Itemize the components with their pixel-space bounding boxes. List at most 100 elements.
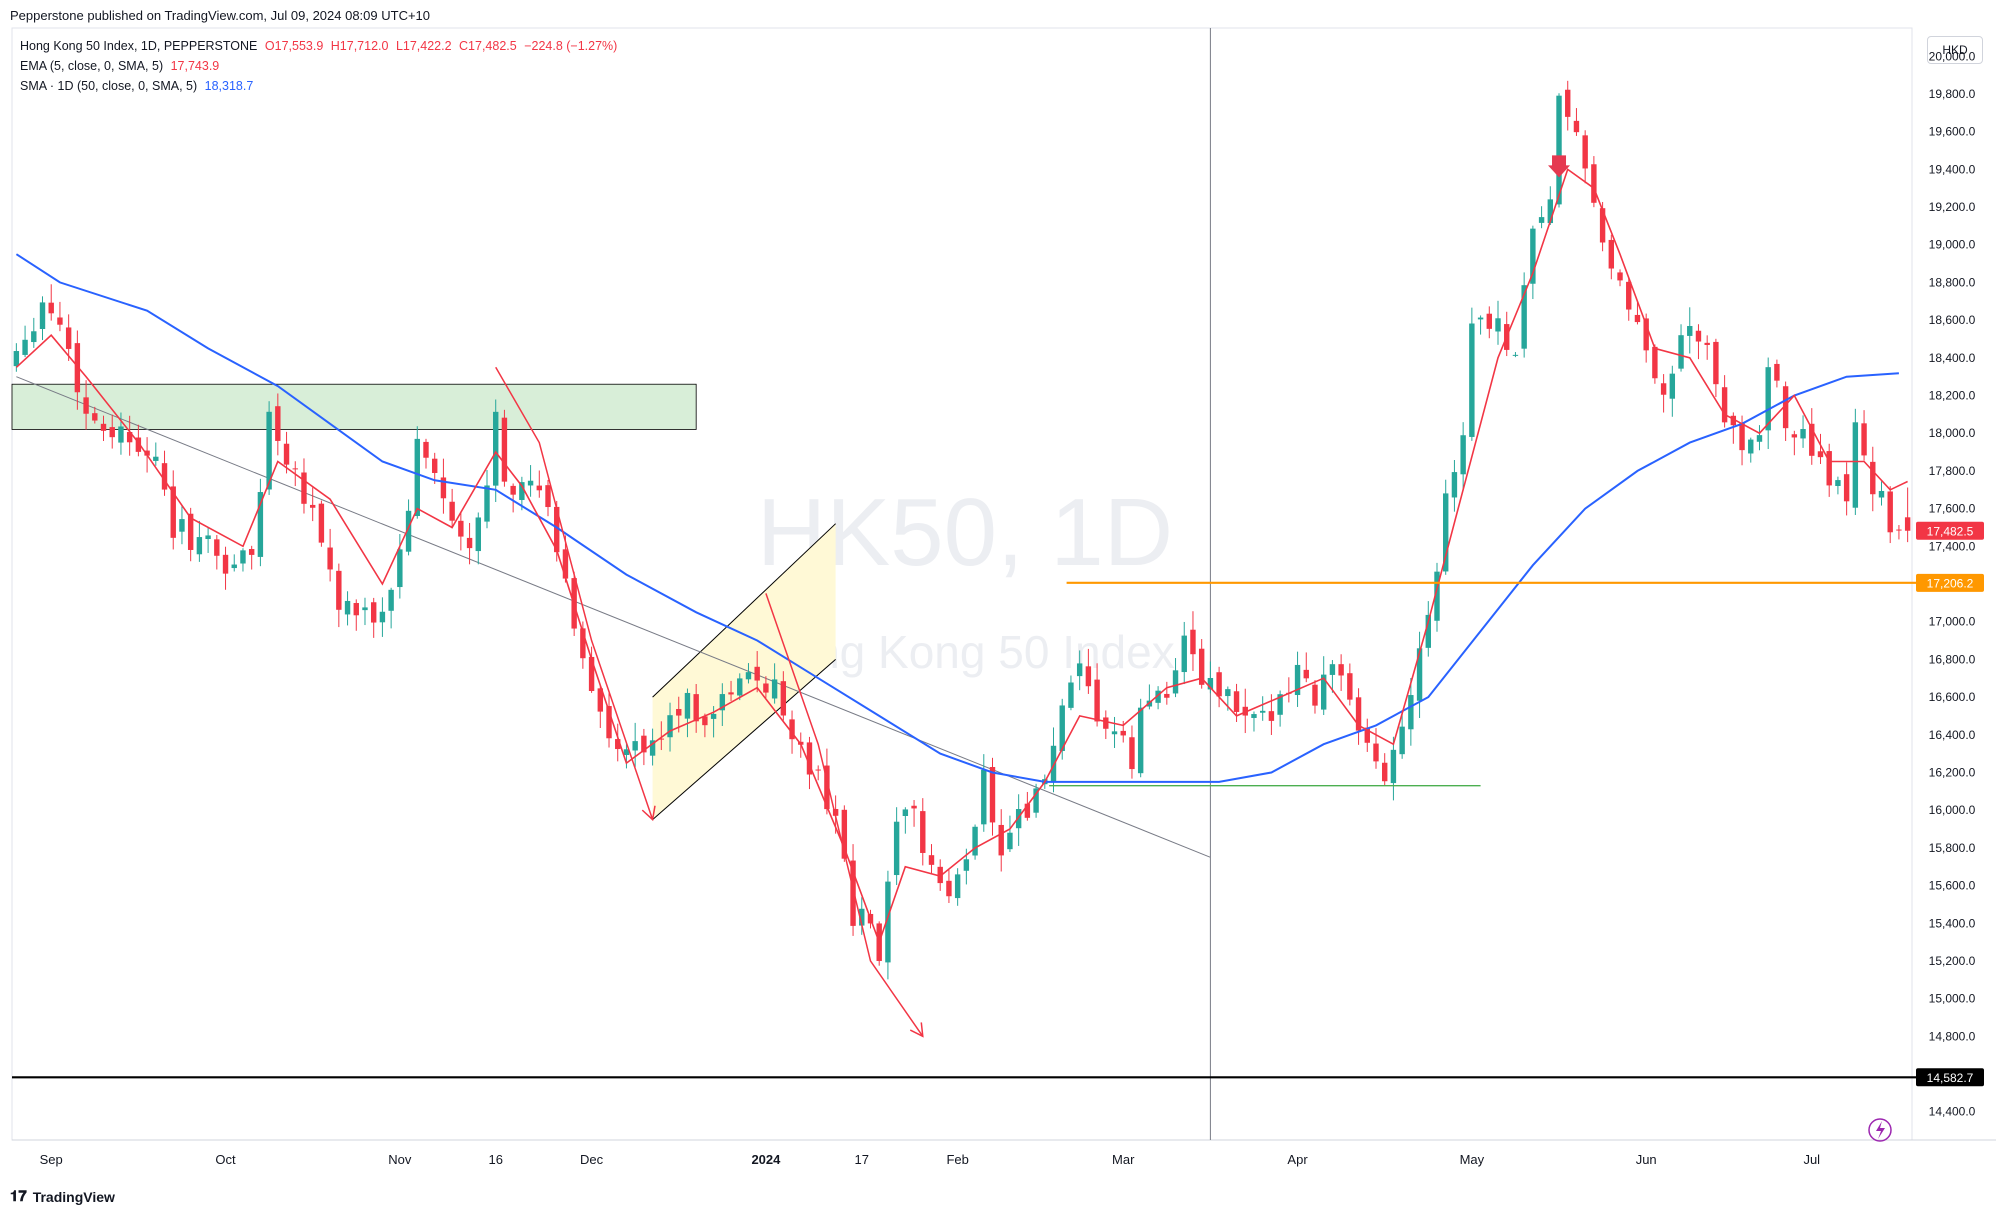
candle-body [998, 824, 1004, 856]
candle-body [432, 458, 438, 473]
lightning-icon [1868, 1118, 1892, 1142]
candle-body [937, 866, 943, 884]
candle-body [1399, 726, 1405, 755]
candle-body [1687, 326, 1693, 336]
candle-body [1477, 317, 1484, 320]
candle-body [1878, 490, 1885, 498]
ohlc-open: O17,553.9 [264, 39, 324, 53]
channel-upper-line [652, 523, 836, 698]
candle-body [1669, 373, 1676, 399]
candle-body [763, 683, 769, 693]
candle-body [1782, 386, 1789, 429]
candle-body [684, 692, 691, 719]
ema-value: 17,743.9 [170, 59, 220, 73]
candle-body [1739, 423, 1745, 451]
candle-body [1443, 493, 1449, 572]
ohlc-high: H17,712.0 [330, 39, 389, 53]
candle-body [100, 423, 107, 431]
candle-body [1015, 809, 1022, 829]
candle-body [1713, 341, 1719, 385]
ema-row[interactable]: EMA (5, close, 0, SMA, 5) 17,743.9 [20, 56, 617, 76]
candle-body [257, 492, 264, 557]
y-tick-label: 16,600.0 [1929, 690, 1976, 704]
x-tick-label: Jun [1636, 1152, 1657, 1167]
candle-body [13, 351, 20, 367]
y-tick-label: 19,800.0 [1929, 87, 1976, 101]
currency-button[interactable]: HKD [1927, 36, 1983, 64]
candle-body [414, 438, 420, 516]
candle-body [1312, 684, 1318, 706]
candle-body [1852, 422, 1859, 508]
y-tick-label: 18,000.0 [1929, 426, 1976, 440]
candle-body [824, 765, 830, 810]
candle-body [780, 681, 787, 716]
sma-row[interactable]: SMA · 1D (50, close, 0, SMA, 5) 18,318.7 [20, 76, 617, 96]
candle-body [214, 539, 220, 556]
candle-body [318, 503, 325, 543]
symbol-row: Hong Kong 50 Index, 1D, PEPPERSTONE O17,… [20, 36, 617, 56]
candle-body [1730, 415, 1737, 426]
chart-legend: Hong Kong 50 Index, 1D, PEPPERSTONE O17,… [20, 36, 617, 96]
candle-body [1320, 674, 1327, 710]
candle-body [231, 564, 237, 569]
candle-body [911, 805, 917, 809]
arrow-path [495, 366, 654, 820]
y-tick-label: 15,200.0 [1929, 954, 1976, 968]
candle-body [344, 600, 351, 615]
candle-body [972, 826, 978, 856]
y-tick-label: 17,800.0 [1929, 464, 1976, 478]
candle-body [1617, 272, 1623, 281]
x-tick-label: Feb [946, 1152, 968, 1167]
y-tick-label: 17,000.0 [1929, 615, 1976, 629]
candle-body [1591, 164, 1597, 203]
candle-body [440, 477, 447, 499]
candle-body [710, 713, 717, 719]
candle-body [501, 417, 508, 482]
candle-body [1233, 691, 1240, 712]
candle-body [1530, 228, 1536, 284]
price-label-box [1916, 1068, 1984, 1087]
candle-body [954, 874, 961, 899]
candle-body [754, 666, 760, 681]
x-tick-label: Dec [580, 1152, 604, 1167]
candle-body [1007, 832, 1013, 850]
candle-body [161, 463, 168, 490]
y-tick-label: 15,000.0 [1929, 992, 1976, 1006]
candle-body [1216, 672, 1222, 697]
candle-body [632, 741, 638, 751]
candle-body [1329, 664, 1336, 675]
candle-body [362, 607, 368, 611]
candle-body [1434, 571, 1440, 621]
arrow-head [909, 1022, 924, 1038]
candle-body [806, 742, 813, 775]
x-tick-label: Oct [215, 1152, 236, 1167]
candle-body [1303, 669, 1309, 679]
candle-body [554, 506, 560, 553]
candle-body [1094, 679, 1100, 722]
candle-body [1608, 239, 1615, 269]
x-tick-label: Jul [1803, 1152, 1820, 1167]
tradingview-logo-icon: 𝟏𝟕 [10, 1188, 27, 1205]
candle-body [667, 715, 673, 738]
candle-body [170, 486, 176, 538]
candle-body [1660, 383, 1667, 395]
candle-body [57, 317, 63, 325]
sma-value: 18,318.7 [204, 79, 254, 93]
ema-line [15, 168, 1908, 945]
candle-body [946, 880, 952, 897]
candle-body [623, 749, 630, 755]
candle-body [510, 485, 516, 495]
candle-body [1469, 323, 1475, 437]
candle-body [1242, 706, 1248, 716]
candle-body [1416, 648, 1423, 701]
candle-body [1164, 693, 1170, 698]
candle-body [693, 694, 699, 722]
y-tick-label: 19,600.0 [1929, 125, 1976, 139]
candle-body [309, 504, 316, 508]
candle-body [222, 554, 229, 574]
candle-body [649, 740, 656, 756]
candle-body [1137, 707, 1144, 774]
candle-body [475, 517, 481, 552]
candle-body [606, 706, 612, 739]
